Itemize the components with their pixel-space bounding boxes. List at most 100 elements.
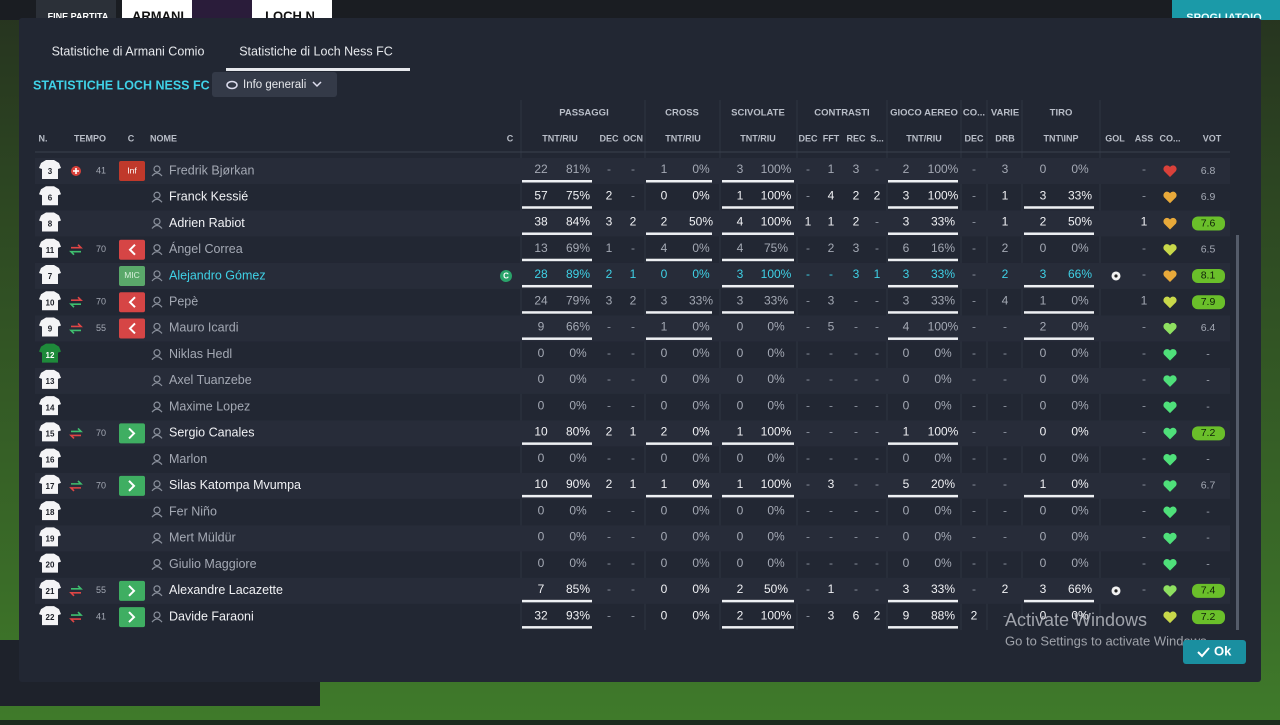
stat-cell: 0	[1040, 503, 1047, 517]
person-icon-body	[151, 382, 163, 387]
stat-cell: 4	[903, 320, 910, 334]
shirt-number: 14	[46, 403, 55, 412]
stat-cell: 0	[737, 398, 744, 412]
rating: 7.9	[1201, 296, 1216, 308]
rating: 6.9	[1201, 191, 1216, 203]
stat-cell: -	[972, 320, 976, 334]
shirt-icon	[39, 186, 61, 206]
person-icon-body	[151, 539, 163, 544]
stat-cell: 100%	[761, 267, 792, 281]
shirt-number: 7	[48, 272, 53, 281]
stat-underline	[888, 206, 958, 209]
column-header: NOME	[150, 133, 177, 143]
minute: 70	[96, 428, 106, 438]
column-header: ASS	[1135, 133, 1154, 143]
stat-cell: -	[631, 556, 635, 570]
stat-cell: 1	[606, 241, 613, 255]
goal-icon-dot	[1114, 274, 1118, 278]
shirt-icon	[39, 527, 61, 547]
stat-cell: 0	[1040, 556, 1047, 570]
chevron	[312, 81, 322, 88]
condition-heart	[1163, 454, 1177, 466]
stat-cell: 66%	[1068, 582, 1092, 596]
stat-cell: -	[631, 188, 635, 202]
ok-button[interactable]	[1183, 640, 1246, 664]
stat-cell: -	[806, 556, 810, 570]
stat-cell: 10	[534, 477, 548, 491]
stat-cell: 0	[737, 372, 744, 386]
stat-cell: -	[1142, 582, 1146, 596]
sub-badge	[119, 580, 145, 601]
person-icon	[153, 585, 161, 593]
player-name: Alexandre Lacazette	[169, 583, 283, 597]
dropdown[interactable]	[212, 72, 337, 97]
position-badge-label: Inf	[127, 165, 137, 175]
condition-heart	[1163, 375, 1177, 387]
sub-icon	[71, 611, 83, 616]
stat-underline	[1024, 494, 1094, 498]
ok-label[interactable]: Ok	[1214, 643, 1232, 658]
column-header: DEC	[599, 133, 619, 143]
stat-cell: 0%	[692, 188, 710, 202]
stat-cell: 81%	[566, 162, 590, 176]
stat-cell: 0	[737, 556, 744, 570]
stat-underline	[1024, 599, 1094, 603]
stat-cell: -	[806, 530, 810, 544]
group-header: GIOCO AEREO	[890, 108, 958, 119]
stat-cell: -	[1142, 503, 1146, 517]
stat-cell: 0%	[767, 398, 785, 412]
stat-cell: 3	[828, 608, 835, 622]
stat-cell: -	[1003, 398, 1007, 412]
stat-cell: -	[806, 267, 810, 281]
stat-cell: -	[875, 451, 879, 465]
stat-cell: -	[1142, 556, 1146, 570]
stat-cell: 0%	[767, 556, 785, 570]
stat-underline	[1024, 311, 1094, 314]
locker-button[interactable]	[1172, 0, 1280, 20]
stat-cell: 0%	[1071, 451, 1089, 465]
player-name: Niklas Hedl	[169, 347, 232, 361]
condition-heart	[1163, 506, 1177, 519]
stat-cell: 22	[534, 162, 548, 176]
tab-active[interactable]: Statistiche di Loch Ness FC	[239, 44, 393, 58]
stat-cell: 100%	[761, 477, 792, 491]
tab[interactable]: Statistiche di Armani Comio	[52, 44, 205, 58]
stat-cell: 100%	[761, 215, 792, 229]
stat-underline	[522, 206, 592, 209]
stat-cell: 0%	[569, 372, 587, 386]
column-header: TEMPO	[74, 133, 106, 143]
stat-cell: 20%	[931, 477, 955, 491]
stat-underline	[522, 442, 592, 445]
stat-cell: 93%	[566, 608, 590, 622]
stat-cell: -	[875, 346, 879, 360]
scrollbar[interactable]	[1236, 235, 1239, 630]
stat-underline	[888, 494, 958, 498]
stat-cell: -	[631, 320, 635, 334]
person-icon-body	[151, 487, 163, 492]
stat-cell: -	[972, 346, 976, 360]
stat-cell: 3	[606, 215, 613, 229]
stat-cell: 1	[874, 267, 881, 281]
stat-cell: -	[972, 451, 976, 465]
stat-cell: -	[806, 582, 810, 596]
rating: -	[1206, 558, 1210, 570]
person-icon	[153, 296, 161, 304]
status-box	[36, 0, 116, 18]
stat-cell: 0	[1040, 398, 1047, 412]
stat-cell: 4	[828, 188, 835, 202]
column-header: N.	[39, 133, 48, 143]
condition-heart	[1163, 165, 1177, 177]
person-icon	[153, 349, 161, 357]
stat-cell: -	[806, 320, 810, 334]
stat-cell: -	[875, 215, 879, 229]
stat-underline	[888, 311, 958, 314]
stat-cell: 3	[853, 162, 860, 176]
stat-cell: -	[806, 188, 810, 202]
sub-icon	[69, 329, 81, 335]
stat-cell: 3	[1040, 267, 1047, 281]
stat-cell: 0%	[1071, 477, 1089, 491]
stat-cell: 0%	[692, 267, 710, 281]
stat-cell: -	[1142, 477, 1146, 491]
dropdown-label[interactable]: Info generali	[243, 79, 306, 91]
